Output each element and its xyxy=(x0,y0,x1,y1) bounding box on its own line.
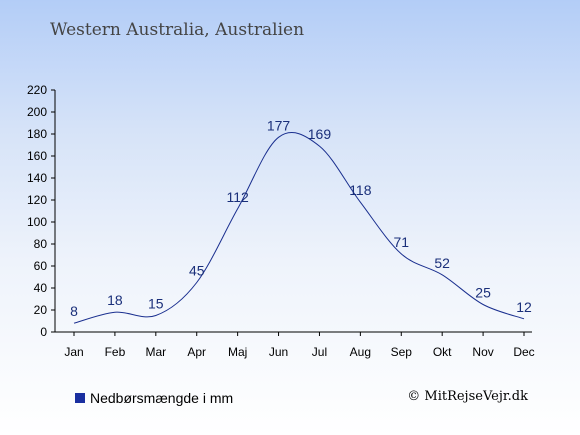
y-tick-label: 160 xyxy=(27,149,47,163)
data-label: 112 xyxy=(226,189,249,205)
data-label: 18 xyxy=(107,292,123,308)
y-tick-label: 200 xyxy=(27,105,47,119)
legend-swatch xyxy=(75,393,85,403)
y-tick-label: 180 xyxy=(27,127,47,141)
x-tick-label: Feb xyxy=(105,345,126,359)
y-tick-label: 120 xyxy=(27,193,47,207)
data-label: 52 xyxy=(434,255,450,271)
data-label: 12 xyxy=(516,299,532,315)
y-tick-label: 220 xyxy=(27,83,47,97)
x-tick-label: Maj xyxy=(228,345,247,359)
data-label: 177 xyxy=(267,117,291,133)
x-tick-label: Aug xyxy=(350,345,371,359)
x-tick-label: Okt xyxy=(433,345,452,359)
x-tick-label: Sep xyxy=(391,345,413,359)
data-label: 169 xyxy=(308,126,332,142)
data-label: 25 xyxy=(475,285,491,301)
data-label: 15 xyxy=(148,296,164,312)
x-tick-label: Jan xyxy=(64,345,83,359)
x-tick-label: Dec xyxy=(513,345,534,359)
x-tick-label: Nov xyxy=(472,345,493,359)
data-label: 8 xyxy=(70,303,78,319)
y-tick-label: 140 xyxy=(27,171,47,185)
legend: Nedbørsmængde i mm xyxy=(75,390,233,406)
x-tick-label: Mar xyxy=(145,345,166,359)
y-tick-label: 20 xyxy=(34,303,48,317)
x-tick-label: Apr xyxy=(187,345,206,359)
data-label: 71 xyxy=(393,234,409,250)
series-line xyxy=(73,132,525,324)
y-tick-label: 100 xyxy=(27,215,47,229)
x-tick-label: Jun xyxy=(269,345,288,359)
data-label: 45 xyxy=(189,263,205,279)
y-tick-label: 40 xyxy=(34,281,48,295)
y-tick-label: 60 xyxy=(34,259,48,273)
legend-label: Nedbørsmængde i mm xyxy=(90,390,234,406)
data-label: 118 xyxy=(349,182,372,198)
y-tick-label: 0 xyxy=(40,325,47,339)
y-tick-label: 80 xyxy=(34,237,48,251)
chart-title: Western Australia, Australien xyxy=(50,20,305,40)
credit-text: © MitRejseVejr.dk xyxy=(407,389,528,404)
x-tick-label: Jul xyxy=(312,345,327,359)
